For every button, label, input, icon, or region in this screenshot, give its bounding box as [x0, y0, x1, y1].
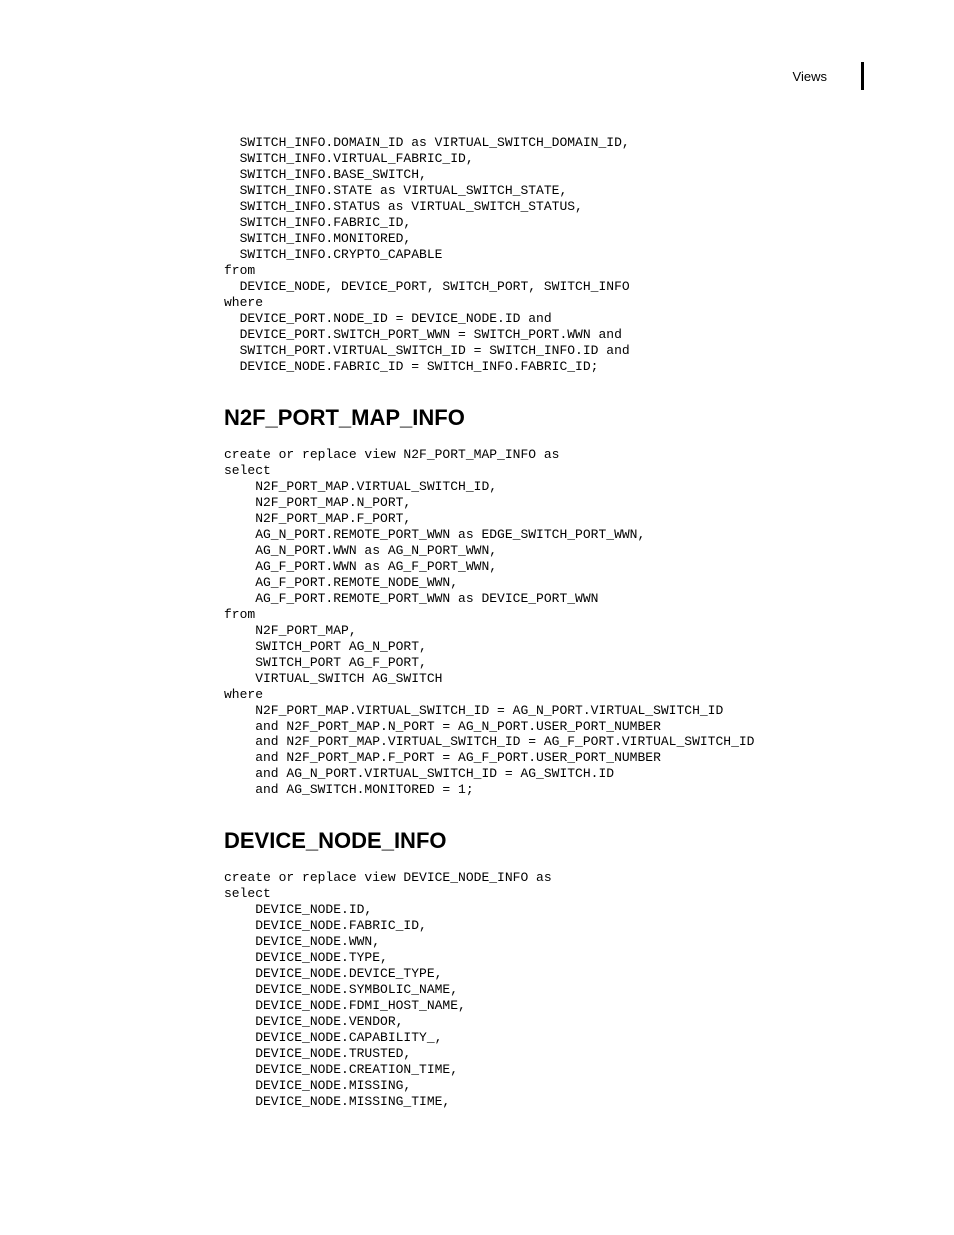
code-block-1: create or replace view N2F_PORT_MAP_INFO… [224, 447, 864, 799]
heading-n2f-port-map-info: N2F_PORT_MAP_INFO [224, 405, 864, 431]
spacer [224, 798, 864, 828]
spacer [224, 854, 864, 870]
header-divider [861, 62, 864, 90]
page: Views SWITCH_INFO.DOMAIN_ID as VIRTUAL_S… [0, 0, 954, 1235]
code-block-2: create or replace view DEVICE_NODE_INFO … [224, 870, 864, 1110]
header-label: Views [793, 69, 827, 84]
spacer [224, 375, 864, 405]
code-block-0: SWITCH_INFO.DOMAIN_ID as VIRTUAL_SWITCH_… [224, 135, 864, 375]
content: SWITCH_INFO.DOMAIN_ID as VIRTUAL_SWITCH_… [224, 135, 864, 1110]
spacer [224, 431, 864, 447]
page-header: Views [793, 62, 864, 90]
heading-device-node-info: DEVICE_NODE_INFO [224, 828, 864, 854]
